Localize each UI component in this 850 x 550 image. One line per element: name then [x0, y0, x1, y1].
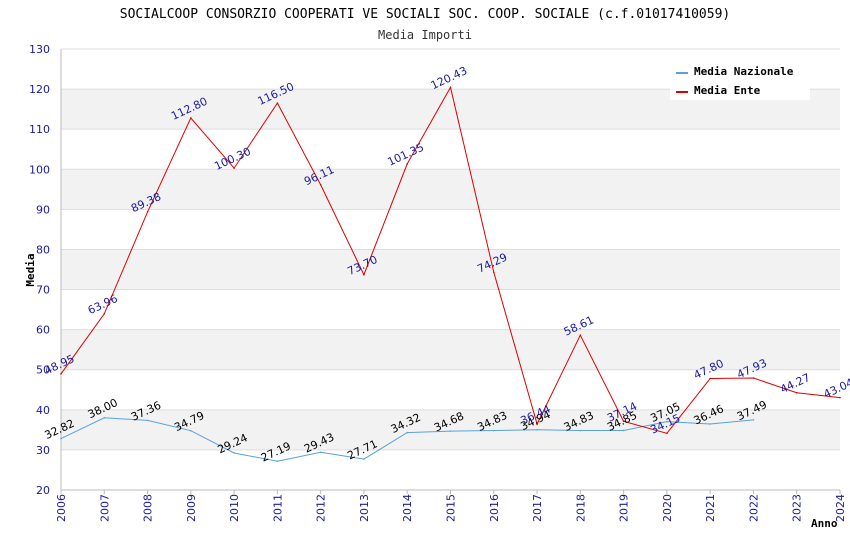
x-tick-label: 2017: [531, 494, 544, 522]
grid-band: [61, 329, 840, 370]
legend: Media Nazionale Media Ente: [670, 58, 810, 100]
x-tick-label: 2015: [445, 494, 458, 522]
x-tick-label: 2012: [315, 494, 328, 522]
y-tick-label: 110: [29, 123, 50, 136]
x-tick-label: 2011: [271, 494, 284, 522]
data-point: [666, 432, 668, 435]
data-point: [406, 431, 409, 434]
x-tick-label: 2010: [228, 494, 241, 522]
data-point: [536, 423, 538, 425]
data-point: [492, 429, 495, 432]
data-point: [233, 452, 235, 454]
data-point: [103, 417, 106, 419]
data-point: [579, 334, 582, 337]
data-point: [536, 428, 538, 431]
x-axis-title: Anno: [811, 517, 838, 530]
data-point: [103, 312, 106, 315]
x-tick-label: 2006: [55, 494, 68, 522]
grid-band: [61, 169, 840, 210]
data-point: [190, 117, 192, 119]
legend-box: [670, 58, 810, 100]
y-tick-label: 90: [36, 203, 50, 216]
x-tick-labels: 2006 2007 2008 2009 2010 2011 2012 2013 2014 2015…: [55, 490, 847, 522]
data-point: [146, 419, 149, 422]
x-tick-label: 2022: [747, 494, 760, 522]
data-point: [622, 429, 625, 432]
chart-subtitle: Media Importi: [378, 28, 472, 42]
y-tick-label: 50: [36, 364, 50, 377]
x-tick-label: 2008: [142, 494, 155, 522]
data-point: [363, 273, 365, 276]
x-tick-label: 2009: [185, 494, 198, 522]
chart-title: SOCIALCOOP CONSORZIO COOPERATI VE SOCIAL…: [120, 7, 730, 22]
data-point: [276, 102, 279, 104]
legend-label-media-ente: Media Ente: [694, 84, 761, 97]
x-tick-label: 2016: [488, 494, 501, 522]
data-point: [319, 184, 322, 186]
data-point: [276, 460, 279, 462]
x-tick-label: 2021: [704, 494, 717, 522]
data-point: [146, 211, 149, 213]
data-point: [319, 451, 322, 453]
y-tick-label: 60: [36, 324, 50, 337]
y-tick-label: 80: [36, 243, 50, 256]
x-tick-label: 2013: [358, 494, 371, 522]
data-point: [709, 423, 711, 425]
data-point: [752, 419, 755, 421]
x-tick-label: 2007: [98, 494, 111, 522]
data-point: [666, 420, 668, 423]
grid-band: [61, 409, 840, 450]
y-tick-label: 30: [36, 444, 50, 457]
data-point: [363, 458, 365, 460]
x-tick-label: 2023: [791, 494, 804, 522]
y-tick-label: 100: [29, 163, 50, 176]
data-point: [839, 396, 841, 399]
data-point: [406, 163, 409, 165]
data-point: [752, 377, 755, 379]
data-point: [709, 377, 711, 380]
x-tick-label: 2014: [401, 494, 414, 522]
data-point: [190, 429, 192, 432]
x-tick-label: 2018: [574, 494, 587, 522]
y-tick-label: 130: [29, 43, 50, 56]
data-point: [492, 271, 495, 274]
y-axis-title: Media: [24, 253, 37, 286]
plot-background: [61, 49, 840, 490]
data-point: [795, 391, 798, 394]
x-tick-label: 2019: [618, 494, 631, 522]
x-tick-label: 2024: [834, 494, 847, 522]
x-tick-label: 2020: [661, 494, 674, 522]
series-layer: [60, 86, 841, 462]
legend-item-media-nazionale: Media Nazionale: [676, 65, 794, 78]
grid-band: [61, 249, 840, 290]
y-tick-label: 120: [29, 83, 50, 96]
y-tick-label: 20: [36, 484, 50, 497]
y-tick-label: 70: [36, 284, 50, 297]
data-point: [60, 373, 62, 375]
data-point: [60, 437, 62, 440]
legend-label-media-nazionale: Media Nazionale: [694, 65, 794, 78]
data-point: [622, 420, 625, 423]
data-point: [579, 429, 582, 432]
data-point: [449, 430, 452, 432]
data-point: [233, 167, 235, 169]
data-point: [449, 86, 452, 89]
legend-item-media-ente: Media Ente: [676, 84, 761, 97]
y-tick-labels: 20 30 40 50 60 70 80 90 100 110 120 130: [29, 43, 50, 497]
y-tick-label: 40: [36, 404, 50, 417]
